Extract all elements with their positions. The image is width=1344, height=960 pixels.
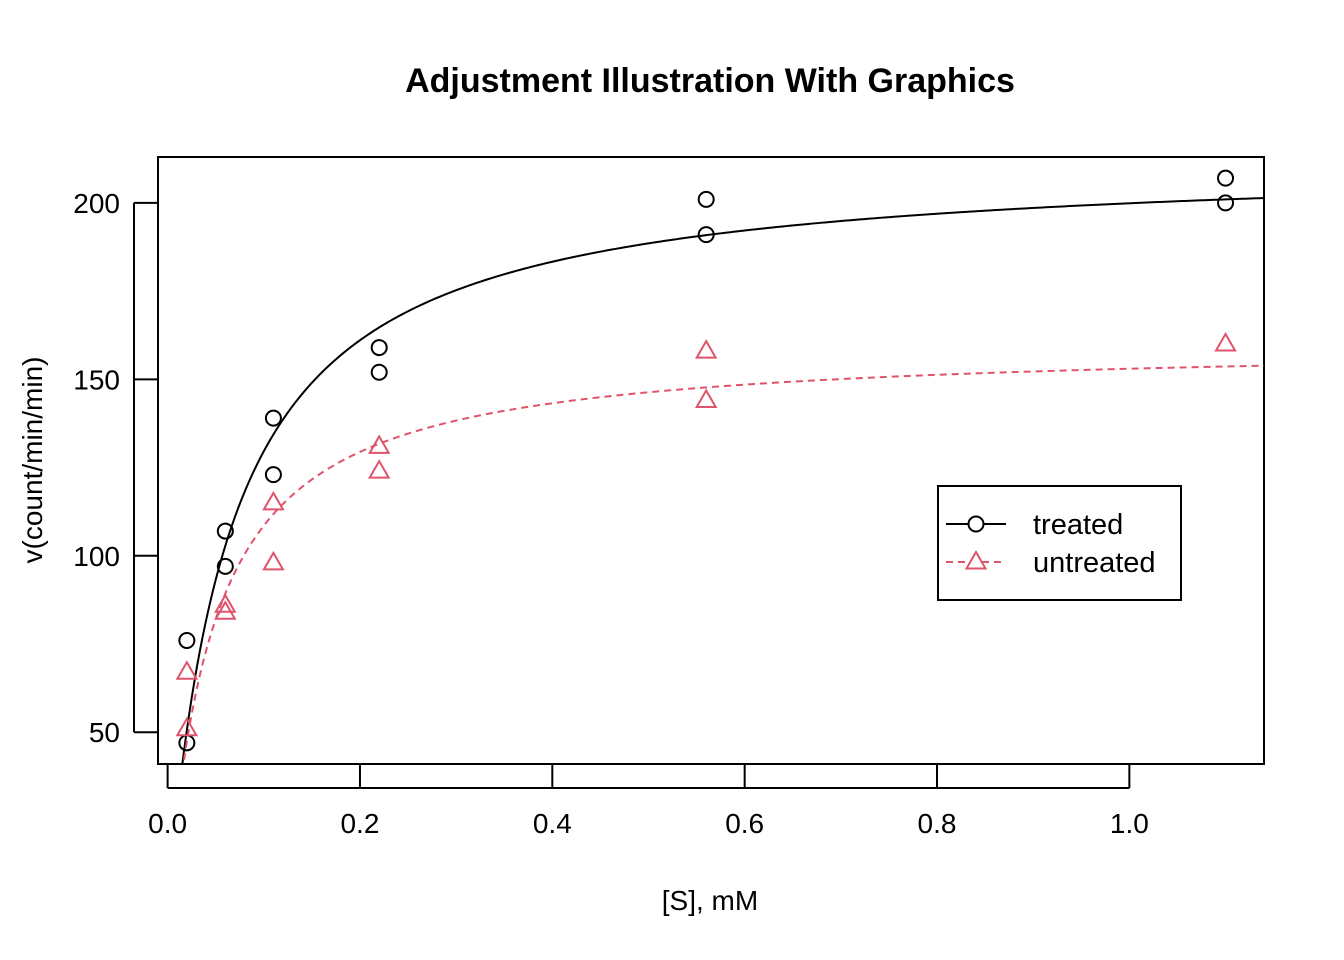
treated-point [264,409,282,427]
x-tick-label: 1.0 [1110,808,1149,839]
y-tick-label: 100 [73,541,120,572]
treated-point [697,226,715,244]
x-axis-label: [S], mM [662,885,758,916]
x-tick-label: 0.8 [918,808,957,839]
legend-label-treated: treated [1033,509,1123,541]
untreated-point [694,388,718,409]
treated-point [697,190,715,208]
untreated-point [1214,332,1237,352]
y-axis: 50 100 150 200 [73,188,158,748]
untreated-point [214,593,237,613]
untreated-point [694,339,718,359]
legend-label-untreated: untreated [1033,547,1156,579]
untreated-point [175,716,199,737]
treated-point [370,363,388,381]
legend-box [937,485,1182,601]
treated-point [264,466,282,484]
y-tick-label: 200 [73,188,120,219]
treated-point [370,339,388,357]
legend-marker-untreated [964,549,988,570]
x-tick-label: 0.2 [340,808,379,839]
plot-frame [157,156,1265,765]
treated-point [1217,169,1235,187]
y-tick-label: 50 [89,717,120,748]
untreated-point [262,490,285,511]
treated-point [216,522,234,540]
y-axis-label: v(count/min/min) [17,357,48,564]
untreated-point [367,434,391,454]
x-tick-label: 0.4 [533,808,572,839]
untreated-fit-line [182,364,1264,764]
y-tick-label: 150 [73,364,120,395]
treated-point [1217,194,1235,212]
chart-title: Adjustment Illustration With Graphics [405,62,1015,100]
treated-fit-line [181,197,1264,764]
plot-area [175,169,1264,764]
x-axis: 0.0 0.2 0.4 0.6 0.8 1.0 [148,764,1149,839]
legend-marker-treated [967,515,985,533]
treated-point [178,631,196,649]
untreated-point [214,600,237,620]
x-tick-label: 0.0 [148,808,187,839]
untreated-point [175,660,199,680]
untreated-point [367,459,391,479]
untreated-point [262,550,285,571]
x-tick-label: 0.6 [725,808,764,839]
treated-point [216,557,234,575]
legend: treated untreated [937,485,1182,601]
